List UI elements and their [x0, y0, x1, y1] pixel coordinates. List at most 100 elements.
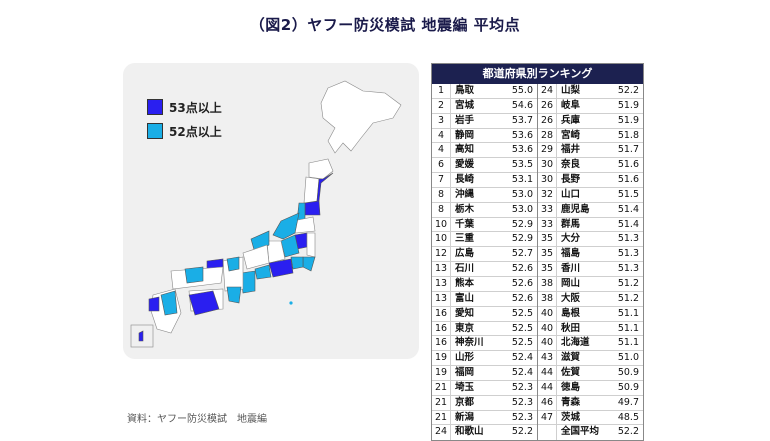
rank-number: 3 — [432, 113, 451, 128]
score-value: 52.4 — [511, 367, 533, 379]
score-value: 51.6 — [617, 159, 639, 171]
rank-number: 30 — [538, 173, 557, 187]
table-row: 10 三重 52.9 — [432, 232, 537, 248]
table-row: 26 岐阜 51.9 — [538, 98, 643, 114]
map-region-shizuoka — [268, 258, 294, 278]
table-row: 44 徳島 50.9 — [538, 380, 643, 396]
score-value: 51.8 — [617, 129, 639, 141]
map-region-fukuoka-kumamoto — [160, 290, 178, 316]
legend-item-tier2: 52点以上 — [147, 121, 222, 141]
prefecture-name: 山口 — [561, 188, 581, 200]
table-row: 16 愛知 52.5 — [432, 306, 537, 322]
prefecture-name: 山梨 — [561, 85, 581, 96]
prefecture-name: 静岡 — [455, 129, 475, 141]
prefecture-name: 千葉 — [455, 218, 475, 230]
prefecture-name: 愛媛 — [455, 159, 475, 171]
score-value: 52.3 — [511, 411, 533, 423]
table-row: 16 神奈川 52.5 — [432, 336, 537, 352]
table-row: 38 大阪 51.2 — [538, 291, 643, 307]
score-value: 52.4 — [511, 352, 533, 364]
score-value: 52.3 — [511, 396, 533, 408]
chart-title: （図2）ヤフー防災模試 地震編 平均点 — [249, 16, 521, 34]
rank-number: 7 — [432, 173, 451, 187]
score-value: 53.6 — [511, 144, 533, 156]
score-value: 51.1 — [617, 307, 639, 319]
score-value: 52.5 — [511, 307, 533, 319]
rank-number: 2 — [432, 98, 451, 113]
ranking-table: 都道府県別ランキング 1 鳥取 55.0 2 宮城 54.6 3 岩手 53.7 4 静岡 53.6 4… — [431, 63, 644, 441]
prefecture-name: 大分 — [561, 233, 581, 245]
rank-number: 47 — [538, 410, 557, 425]
score-value: 55.0 — [511, 85, 533, 96]
prefecture-name: 岐阜 — [561, 99, 581, 111]
prefecture-name: 長野 — [561, 174, 581, 186]
prefecture-name: 福井 — [561, 144, 581, 156]
table-row: 13 熊本 52.6 — [432, 276, 537, 292]
map-island-izu — [289, 301, 293, 305]
map-region-kyoto — [226, 256, 240, 272]
score-value: 52.2 — [617, 85, 639, 96]
score-value: 51.9 — [617, 114, 639, 126]
score-value: 52.3 — [511, 381, 533, 393]
rank-number: 16 — [432, 321, 451, 336]
score-value: 51.1 — [617, 322, 639, 334]
rank-number: 19 — [432, 351, 451, 366]
table-row: 21 埼玉 52.3 — [432, 380, 537, 396]
legend-swatch-tier2 — [147, 123, 163, 139]
rank-number: 32 — [538, 187, 557, 202]
prefecture-name: 山形 — [455, 352, 475, 364]
source-note: 資料：ヤフー防災模試 地震編 — [127, 414, 267, 425]
rank-number: 26 — [538, 98, 557, 113]
prefecture-name: 福島 — [561, 248, 581, 260]
ranking-header: 都道府県別ランキング — [432, 64, 643, 84]
table-row: 40 北海道 51.1 — [538, 336, 643, 352]
rank-number: 33 — [538, 202, 557, 217]
table-row: 35 大分 51.3 — [538, 232, 643, 248]
prefecture-name: 広島 — [455, 248, 475, 260]
prefecture-name: 福岡 — [455, 367, 475, 379]
table-row: 3 岩手 53.7 — [432, 113, 537, 129]
score-value: 52.5 — [511, 337, 533, 349]
rank-number: 24 — [538, 84, 557, 98]
prefecture-name: 熊本 — [455, 277, 475, 289]
score-value: 53.0 — [511, 188, 533, 200]
score-value: 51.0 — [617, 352, 639, 364]
rank-number: 21 — [432, 380, 451, 395]
rank-number: 12 — [432, 247, 451, 262]
prefecture-name: 東京 — [455, 322, 475, 334]
ranking-column-left: 1 鳥取 55.0 2 宮城 54.6 3 岩手 53.7 4 静岡 53.6 4 高知 53.6 6 愛媛 53… — [432, 84, 538, 441]
rank-number: 28 — [538, 128, 557, 143]
score-value: 51.3 — [617, 248, 639, 260]
table-row: 26 兵庫 51.9 — [538, 113, 643, 129]
score-value: 50.9 — [617, 381, 639, 393]
prefecture-name: 群馬 — [561, 218, 581, 230]
table-row: 21 京都 52.3 — [432, 395, 537, 411]
table-row: 4 静岡 53.6 — [432, 128, 537, 144]
prefecture-name: 栃木 — [455, 203, 475, 215]
prefecture-name: 秋田 — [561, 322, 581, 334]
prefecture-name: 宮崎 — [561, 129, 581, 141]
table-row: 6 愛媛 53.5 — [432, 158, 537, 174]
legend-label-tier2: 52点以上 — [169, 124, 222, 139]
prefecture-name: 埼玉 — [455, 381, 475, 393]
prefecture-name: 全国平均 — [561, 426, 600, 438]
table-row: 24 山梨 52.2 — [538, 84, 643, 99]
score-value: 52.2 — [617, 426, 639, 438]
table-row: 33 鹿児島 51.4 — [538, 202, 643, 218]
prefecture-name: 茨城 — [561, 411, 581, 423]
score-value: 51.4 — [617, 203, 639, 215]
score-value: 52.6 — [511, 263, 533, 275]
table-row: 29 福井 51.7 — [538, 143, 643, 159]
prefecture-name: 高知 — [455, 144, 475, 156]
table-row: 1 鳥取 55.0 — [432, 84, 537, 99]
prefecture-name: 大阪 — [561, 292, 581, 304]
table-row: 40 秋田 51.1 — [538, 321, 643, 337]
rank-number: 44 — [538, 366, 557, 380]
table-row: 43 滋賀 51.0 — [538, 351, 643, 367]
table-row: 47 茨城 48.5 — [538, 410, 643, 426]
score-value: 51.3 — [617, 263, 639, 275]
rank-number: 46 — [538, 395, 557, 410]
table-row: 4 高知 53.6 — [432, 143, 537, 159]
prefecture-name: 香川 — [561, 263, 581, 275]
rank-number: 8 — [432, 187, 451, 202]
